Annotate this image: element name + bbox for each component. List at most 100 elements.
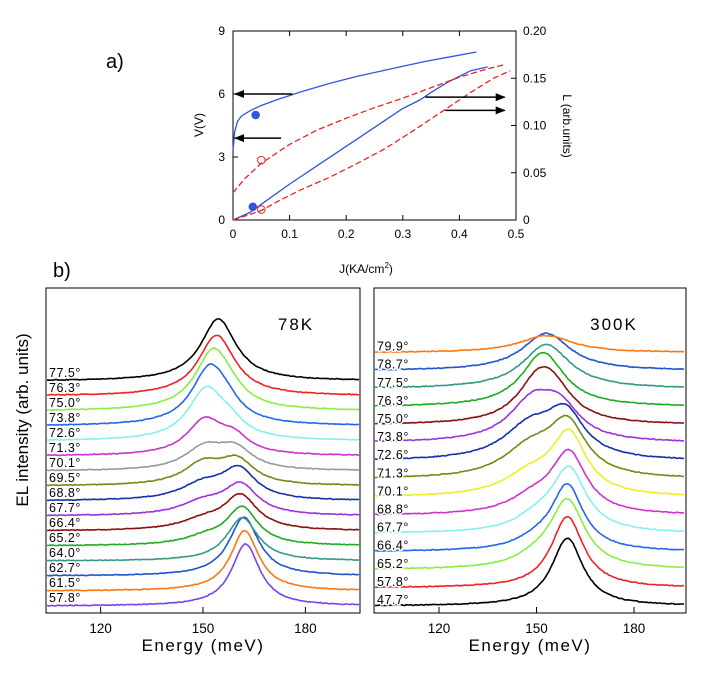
panel-a-arrows [234, 90, 506, 143]
spectrum-trace [46, 505, 360, 547]
trace-angle-label: 77.5° [49, 366, 81, 380]
x-title-main: J(KA/cm [339, 262, 384, 276]
trace-angle-label: 57.8° [49, 591, 81, 605]
y2-tick-label: 0.05 [523, 166, 547, 180]
x-title-end: ) [389, 262, 393, 276]
spectrum-trace [374, 465, 684, 534]
spectrum-trace [374, 497, 685, 570]
spectrum-trace [47, 516, 360, 562]
energy-tick-label: 120 [89, 621, 112, 636]
series-line [232, 70, 511, 221]
trace-angle-label: 72.6° [49, 426, 81, 440]
trace-angle-label: 64.0° [49, 546, 81, 560]
trace-angle-label: 65.2° [49, 531, 81, 545]
trace-angle-label: 71.3° [377, 466, 409, 480]
y-tick-label: 6 [218, 87, 225, 101]
y-tick-label: 3 [218, 150, 225, 164]
y2-tick-label: 0.15 [523, 71, 547, 85]
trace-angle-label: 67.7° [377, 521, 409, 535]
trace-angle-label: 78.7° [377, 358, 409, 372]
y2-tick-label: 0.20 [523, 24, 547, 38]
x-tick-label: 0.5 [508, 227, 525, 241]
panel-b-right-x-title: Energy (meV) [469, 636, 592, 655]
y2-tick-label: 0 [523, 213, 530, 227]
data-marker [251, 110, 260, 120]
trace-angle-label: 73.8° [49, 411, 81, 425]
trace-angle-label: 68.8° [377, 503, 409, 517]
x-tick-label: 0.4 [451, 227, 468, 241]
temperature-label: 78K [278, 315, 314, 334]
spectrum-trace [46, 347, 360, 411]
spectrum-trace [47, 415, 360, 457]
x-tick-label: 0.3 [394, 227, 411, 241]
trace-angle-label: 75.0° [49, 396, 81, 410]
panel-b: b) EL intensity (arb. units) 120 150 180 78… [13, 260, 687, 655]
panel-a-y2-title: L (arb.units) [560, 94, 574, 158]
trace-angle-label: 67.7° [49, 501, 81, 515]
panel-a-markers [248, 110, 266, 214]
spectrum-trace [46, 492, 360, 532]
trace-angle-label: 70.1° [377, 484, 409, 498]
y-tick-label: 9 [218, 24, 225, 38]
data-marker [248, 202, 258, 212]
panel-a-frame [232, 30, 517, 221]
panel-a-lines [232, 51, 511, 221]
energy-tick-label: 120 [428, 621, 451, 636]
spectrum-trace [374, 402, 685, 461]
spectrum-trace [374, 414, 684, 479]
trace-angle-label: 68.8° [49, 486, 81, 500]
spectrum-trace [374, 482, 684, 552]
panel-b-300k: 120 150 180 300K 47.7° 57.8° 65.2° 66.4° 67.7° 68… [374, 315, 685, 636]
trace-angle-label: 66.4° [49, 516, 81, 530]
panel-b-left-frame [45, 287, 361, 614]
spectrum-trace [46, 363, 360, 426]
y-tick-label: 0 [218, 213, 225, 227]
trace-angle-label: 62.7° [49, 561, 81, 575]
panel-b-y-title: EL intensity (arb. units) [13, 333, 32, 506]
data-marker [257, 155, 266, 165]
trace-angle-label: 76.3° [377, 394, 409, 408]
spectrum-trace [46, 440, 360, 472]
energy-tick-label: 150 [192, 621, 215, 636]
trace-angle-label: 77.5° [377, 376, 409, 390]
x-tick-label: 0.1 [281, 227, 298, 241]
spectrum-trace [374, 332, 685, 371]
y2-tick-label: 0.10 [523, 119, 547, 133]
series-line [232, 63, 505, 194]
spectrum-trace [374, 351, 685, 407]
spectrum-trace [46, 481, 360, 517]
temperature-label: 300K [590, 315, 638, 334]
energy-tick-label: 150 [525, 621, 548, 636]
spectrum-trace [374, 343, 685, 389]
trace-angle-label: 61.5° [49, 576, 81, 590]
spectrum-trace [374, 388, 685, 443]
spectrum-trace [46, 464, 360, 502]
trace-angle-label: 75.0° [377, 412, 409, 426]
spectrum-trace [374, 365, 685, 425]
trace-angle-label: 76.3° [49, 381, 81, 395]
trace-angle-label: 47.7° [377, 593, 409, 607]
panel-b-letter: b) [53, 260, 71, 282]
trace-angle-label: 65.2° [377, 557, 409, 571]
trace-angle-label: 79.9° [377, 340, 409, 354]
energy-tick-label: 180 [623, 621, 646, 636]
trace-angle-label: 73.8° [377, 430, 409, 444]
panel-b-left-x-title: Energy (meV) [142, 636, 265, 655]
x-tick-label: 0.2 [338, 227, 355, 241]
series-line [232, 51, 477, 151]
trace-angle-label: 71.3° [49, 441, 81, 455]
spectrum-trace [46, 385, 359, 442]
trace-angle-label: 66.4° [377, 539, 409, 553]
spectrum-trace [46, 516, 360, 577]
trace-angle-label: 70.1° [49, 456, 81, 470]
spectrum-trace [374, 515, 685, 589]
trace-angle-label: 57.8° [377, 575, 409, 589]
panel-b-78k: 120 150 180 78K 57.8°61.5°62.7°64.0°65.2°66.… [46, 315, 360, 636]
spectrum-trace [46, 542, 360, 607]
trace-angle-label: 72.6° [377, 448, 409, 462]
spectrum-trace [46, 454, 360, 487]
spectrum-trace [46, 317, 360, 382]
panel-b-right-frame [373, 287, 687, 614]
